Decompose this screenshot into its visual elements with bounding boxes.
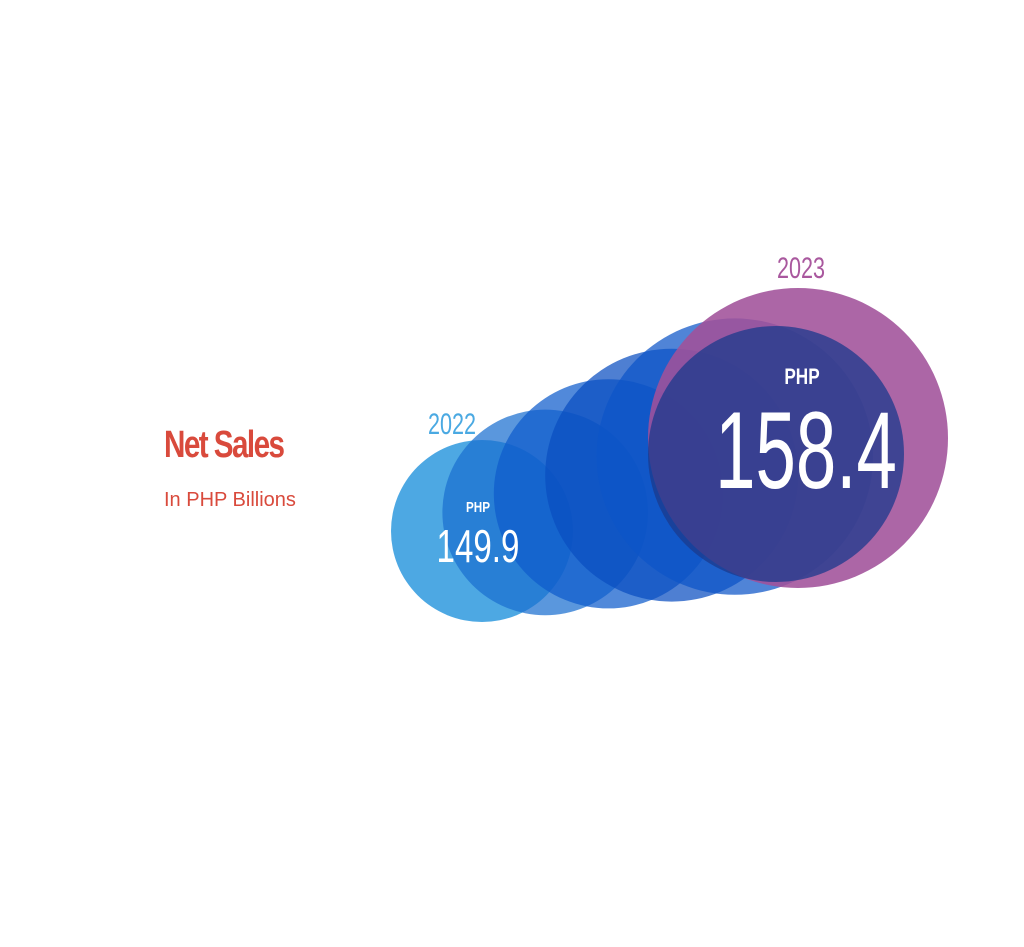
value-label-2022: 149.9	[437, 522, 520, 572]
year-label-2023: 2023	[777, 250, 825, 284]
value-label-2023: 158.4	[715, 389, 897, 512]
year-label-2022: 2022	[428, 406, 476, 440]
bubble-overlap	[648, 326, 904, 582]
currency-label-2023: PHP	[784, 365, 819, 390]
chart-subtitle: In PHP Billions	[164, 489, 296, 511]
currency-label-2022: PHP	[466, 499, 490, 516]
chart-title: Net Sales	[164, 424, 285, 466]
